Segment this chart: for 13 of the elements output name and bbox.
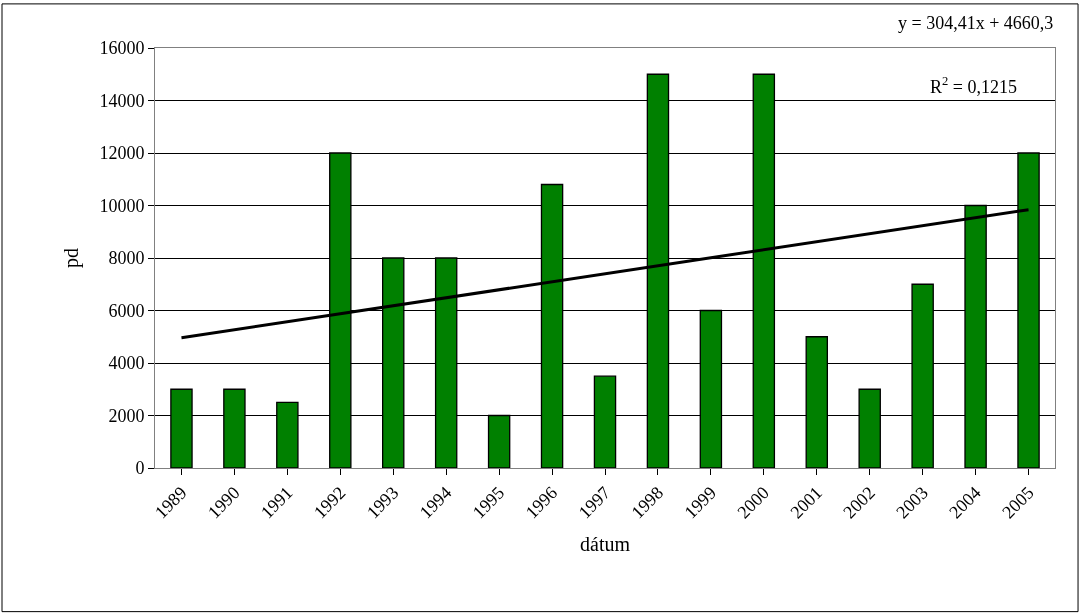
- x-axis-title: dátum: [580, 532, 631, 555]
- y-tick-label: 12000: [99, 143, 145, 164]
- y-tick-label: 6000: [108, 300, 145, 321]
- y-tick-label: 2000: [108, 405, 145, 426]
- y-axis-title: pd: [59, 248, 83, 268]
- annotation: R$^{2}$ = 0,1215: [930, 74, 1017, 97]
- y-tick-label: 14000: [99, 90, 145, 111]
- y-tick-label: 16000: [99, 38, 145, 59]
- y-tick-label: 4000: [108, 353, 145, 374]
- y-tick-label: 10000: [99, 195, 145, 216]
- text: y = 304,41x + 4660,3: [898, 13, 1054, 33]
- y-tick-label: 8000: [108, 248, 145, 269]
- y-tick-label: 0: [135, 458, 145, 479]
